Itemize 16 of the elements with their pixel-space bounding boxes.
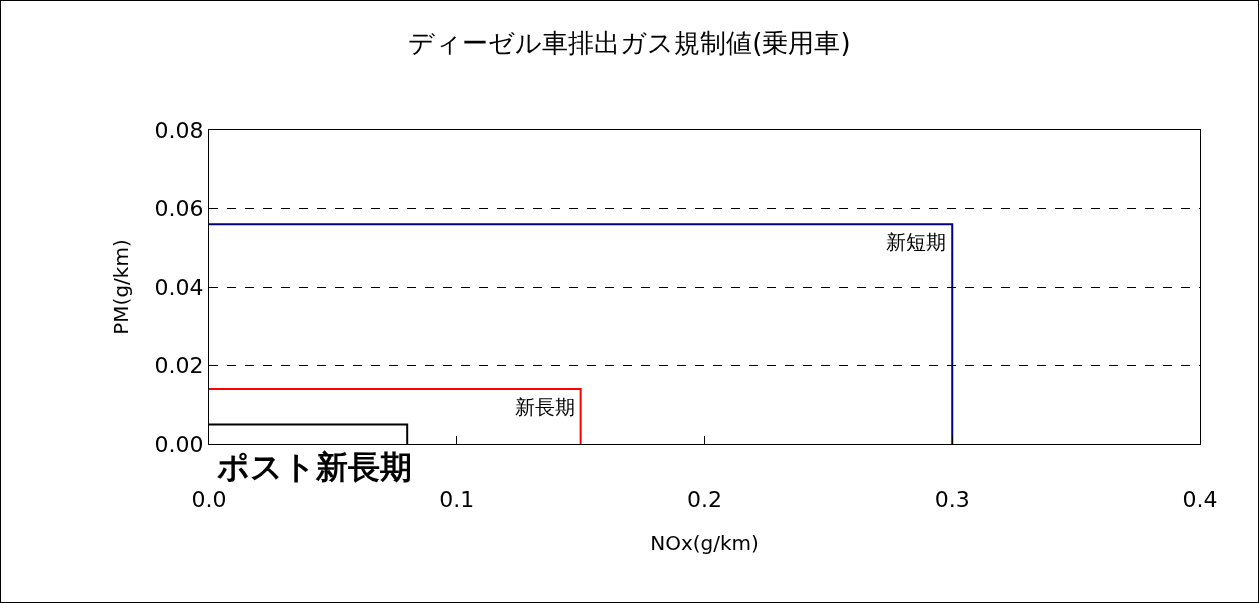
x-tick-label: 0.2	[687, 487, 722, 513]
y-axis-title: PM(g/km)	[109, 239, 134, 335]
y-tick-label: 0.06	[154, 196, 204, 222]
y-tick-label: 0.02	[154, 353, 204, 379]
series-label: 新短期	[886, 230, 946, 254]
y-tick-label: 0.00	[154, 431, 204, 457]
series-label: 新長期	[515, 395, 575, 419]
y-tick-label: 0.04	[154, 274, 204, 300]
series-label: ポスト新長期	[217, 448, 412, 486]
y-tick-label: 0.08	[154, 117, 204, 143]
x-tick-label: 0.1	[439, 487, 475, 513]
chart-title: ディーゼル車排出ガス規制値(乗用車)	[408, 28, 851, 59]
x-tick-label: 0.3	[934, 487, 970, 513]
x-tick-label: 0.4	[1182, 487, 1218, 513]
x-axis-title: NOx(g/km)	[650, 530, 759, 555]
x-tick-label: 0.0	[191, 487, 227, 513]
